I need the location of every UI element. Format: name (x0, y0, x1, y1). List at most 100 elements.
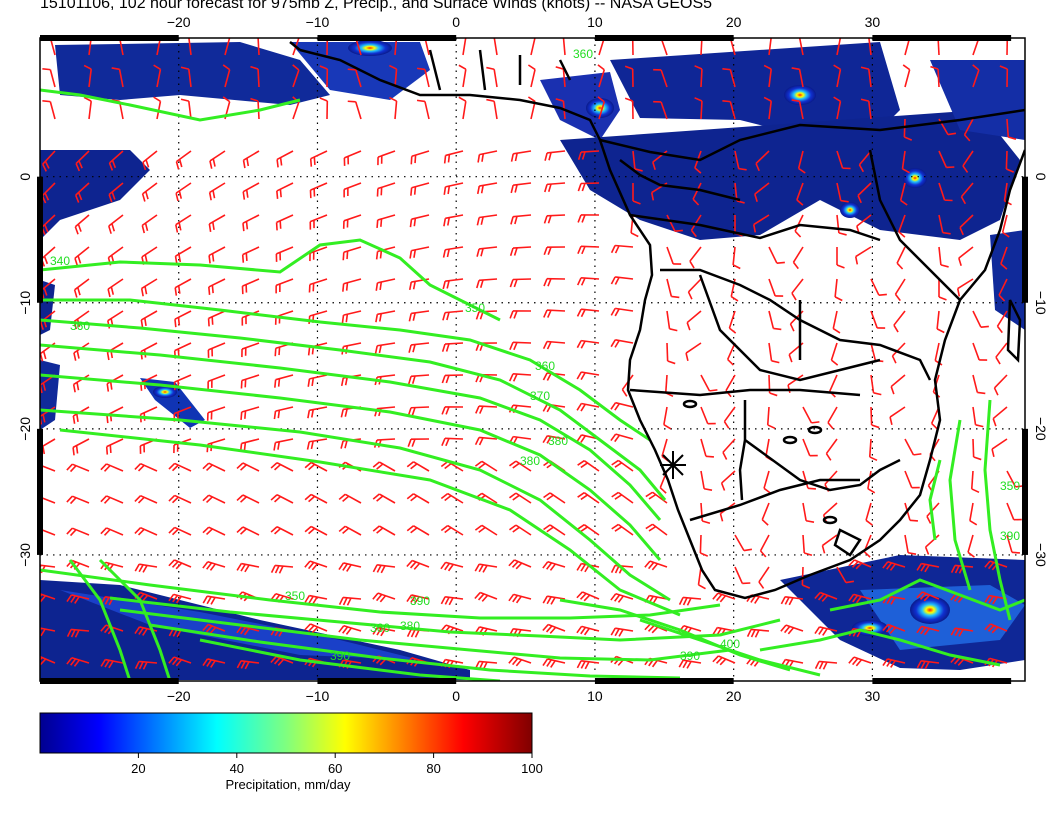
wind-barb (802, 470, 817, 490)
wind-barb (309, 246, 328, 262)
contour-line (928, 459, 942, 541)
contour-label: 400 (720, 637, 740, 651)
wind-barb (791, 278, 804, 301)
wind-barb (476, 246, 498, 257)
wind-barb (406, 594, 430, 604)
wind-barb (758, 566, 770, 589)
wind-barb (543, 492, 566, 504)
contour-label: 350 (1000, 479, 1020, 493)
wind-barb (375, 278, 396, 291)
wind-barb (202, 623, 226, 634)
wind-barb (273, 438, 294, 451)
colorbar-tick-label: 60 (328, 761, 342, 776)
wind-barb (141, 182, 158, 202)
wind-barb (347, 100, 362, 120)
wind-barb (666, 246, 682, 265)
wind-barb (338, 596, 362, 606)
wind-barb (242, 150, 260, 169)
wind-barb (509, 460, 532, 472)
lon-tick-label-top: 10 (587, 14, 603, 30)
wind-barb (798, 38, 804, 56)
wind-barb (722, 100, 736, 120)
wind-barb (720, 470, 736, 491)
lat-tick-label-left: −20 (17, 417, 33, 441)
lon-tick-label-bottom: 30 (865, 688, 881, 704)
wind-barb (343, 182, 362, 198)
wind-barb (836, 566, 855, 584)
contour-line (40, 88, 301, 122)
wind-barb (926, 502, 940, 524)
wind-barb (509, 524, 532, 536)
wind-barb (938, 279, 947, 301)
wind-barb (652, 150, 668, 170)
wind-barb (685, 342, 702, 362)
lon-tick-label-top: −20 (167, 14, 191, 30)
wind-barb (372, 525, 396, 536)
wind-barb (1001, 214, 1010, 238)
wind-barb (440, 492, 464, 504)
wind-barb (792, 246, 804, 270)
contour-label: 390 (1000, 529, 1020, 543)
wind-barb (440, 524, 464, 536)
wind-barb (72, 406, 90, 424)
wind-barb (801, 566, 811, 589)
lake-outline (682, 399, 698, 409)
wind-barb (780, 596, 804, 606)
wind-barb (644, 560, 668, 571)
wind-barb (890, 374, 906, 395)
wind-barb (930, 65, 940, 88)
wind-barb (719, 502, 736, 522)
wind-barb (406, 525, 430, 536)
wind-barb (867, 470, 876, 494)
wind-barb (543, 277, 566, 287)
wind-barb (241, 342, 260, 358)
wind-barb (83, 96, 92, 120)
wind-barb (882, 560, 906, 571)
wind-barb (543, 524, 566, 536)
contour-line (59, 428, 681, 617)
wind-barb (611, 459, 634, 472)
wind-barb (441, 342, 464, 352)
wind-barb (342, 214, 362, 229)
wind-barb (865, 502, 873, 526)
axis-labels: −20 −10 0 10 20 30 −20 −10 0 10 20 30 0 −10 −20 −30 0 −10… (17, 14, 1049, 704)
wind-barb (74, 246, 90, 267)
wind-barb (275, 214, 294, 231)
wind-barb (924, 534, 940, 555)
wind-barb (687, 278, 702, 300)
wind-barb (938, 214, 951, 235)
wind-barb (486, 98, 498, 120)
wind-barb (347, 68, 362, 88)
wind-barb (870, 310, 886, 329)
wind-barb (319, 65, 329, 88)
height-contours (40, 88, 1025, 681)
wind-barb (270, 462, 294, 472)
wind-barb (576, 371, 600, 381)
wind-barb (108, 150, 124, 171)
wind-barb (134, 626, 158, 636)
wind-barb (111, 67, 124, 88)
wind-barb (175, 150, 192, 170)
wind-barb (998, 278, 1008, 302)
wind-barb (802, 406, 820, 424)
wind-barb (108, 214, 124, 234)
wind-barb (508, 656, 532, 667)
wind-barb (209, 150, 226, 169)
wind-barb (477, 150, 498, 163)
wind-barb (66, 527, 90, 537)
contour-label: 340 (50, 254, 70, 268)
coastline-segment (619, 159, 741, 202)
wind-barb (42, 100, 56, 120)
wind-barb (544, 182, 566, 193)
wind-barb (441, 406, 464, 415)
contour-line (40, 408, 671, 602)
wind-barb (372, 493, 396, 504)
wind-barb (543, 214, 566, 224)
wind-barb (106, 374, 124, 392)
wind-barb (509, 492, 532, 504)
wind-barb (610, 627, 634, 637)
asterisk-star-icon (660, 451, 686, 479)
contour-line (119, 608, 731, 662)
coastline-segment (629, 213, 881, 242)
wind-barb (901, 150, 910, 174)
